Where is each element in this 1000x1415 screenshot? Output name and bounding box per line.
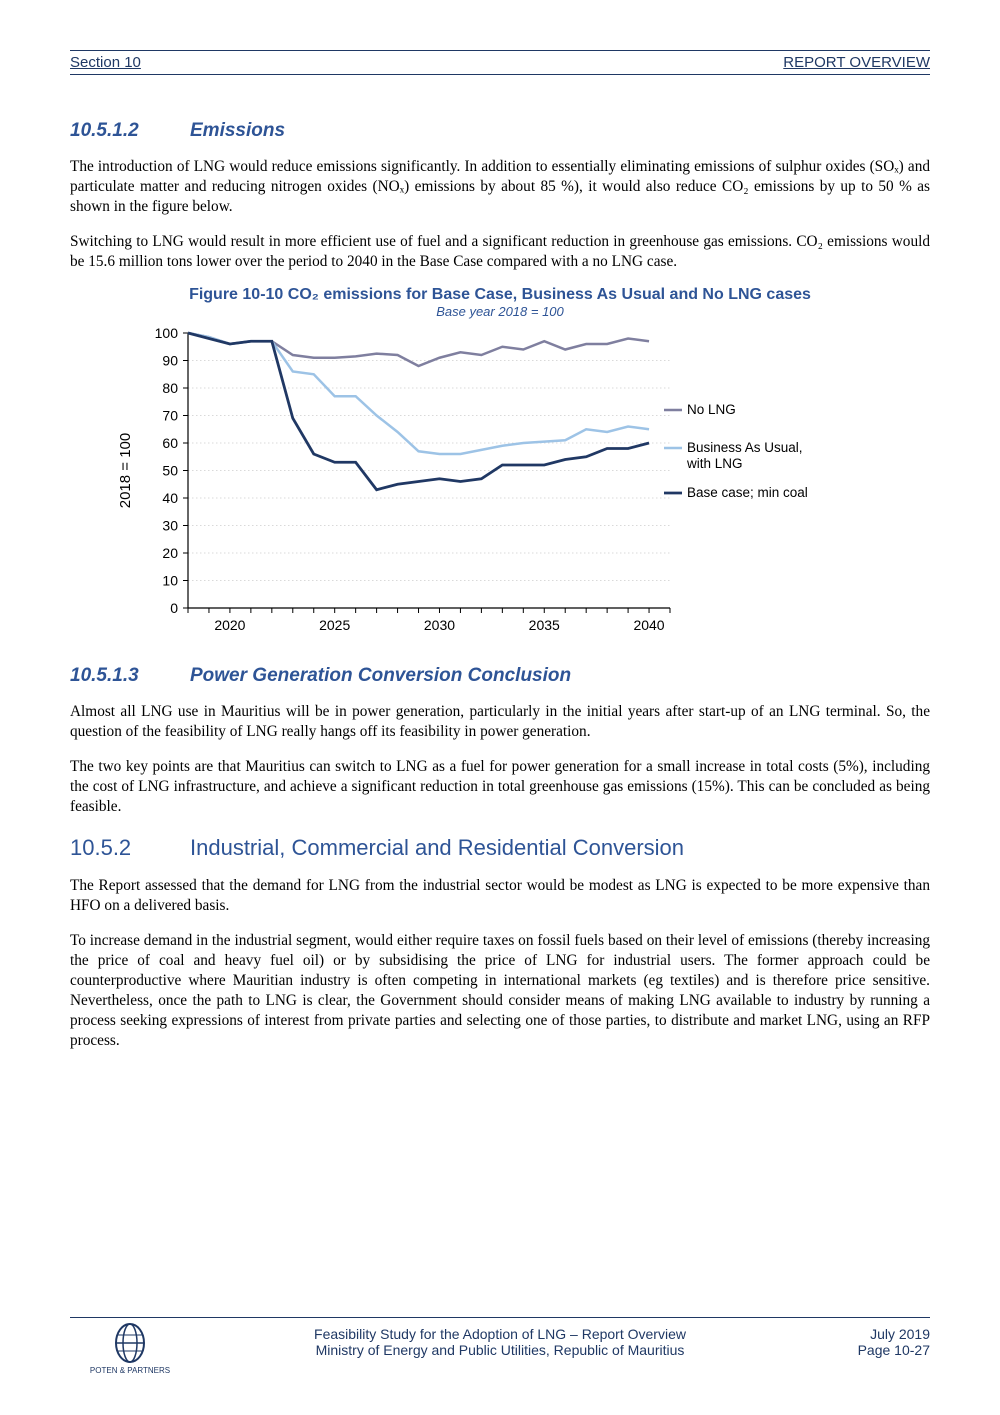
logo-text: POTEN & PARTNERS xyxy=(90,1366,170,1375)
svg-text:30: 30 xyxy=(162,517,178,533)
figure-subtitle: Base year 2018 = 100 xyxy=(70,304,930,319)
svg-text:2020: 2020 xyxy=(214,617,245,633)
svg-text:10: 10 xyxy=(162,572,178,588)
heading-title: Industrial, Commercial and Residential C… xyxy=(190,835,684,861)
heading-10513: 10.5.1.3 Power Generation Conversion Con… xyxy=(70,665,930,687)
paragraph: The Report assessed that the demand for … xyxy=(70,876,930,916)
svg-text:100: 100 xyxy=(155,325,179,341)
svg-text:2025: 2025 xyxy=(319,617,350,633)
svg-text:Base case; min coal: Base case; min coal xyxy=(687,485,808,500)
svg-text:20: 20 xyxy=(162,545,178,561)
paragraph: Switching to LNG would result in more ef… xyxy=(70,232,930,272)
paragraph: The two key points are that Mauritius ca… xyxy=(70,757,930,817)
heading-1052: 10.5.2 Industrial, Commercial and Reside… xyxy=(70,835,930,861)
footer-center: Feasibility Study for the Adoption of LN… xyxy=(190,1322,810,1362)
heading-title: Power Generation Conversion Conclusion xyxy=(190,665,571,687)
paragraph: The introduction of LNG would reduce emi… xyxy=(70,157,930,217)
footer-title: Feasibility Study for the Adoption of LN… xyxy=(314,1326,686,1342)
heading-num: 10.5.1.3 xyxy=(70,665,190,687)
footer-logo: POTEN & PARTNERS xyxy=(70,1322,190,1375)
svg-text:90: 90 xyxy=(162,352,178,368)
header: Section 10 REPORT OVERVIEW xyxy=(70,50,930,75)
footer-date: July 2019 xyxy=(870,1326,930,1342)
figure-title: Figure 10-10 CO₂ emissions for Base Case… xyxy=(70,286,930,304)
svg-text:0: 0 xyxy=(170,600,178,616)
paragraph: To increase demand in the industrial seg… xyxy=(70,931,930,1050)
paragraph: Almost all LNG use in Mauritius will be … xyxy=(70,702,930,742)
emissions-chart: 0102030405060708090100202020252030203520… xyxy=(110,323,850,643)
heading-title: Emissions xyxy=(190,120,285,142)
svg-text:Business As Usual,: Business As Usual, xyxy=(687,440,803,455)
svg-text:40: 40 xyxy=(162,490,178,506)
svg-text:2030: 2030 xyxy=(424,617,455,633)
svg-text:80: 80 xyxy=(162,380,178,396)
globe-icon xyxy=(109,1322,151,1364)
header-section: Section 10 xyxy=(70,54,141,71)
svg-text:50: 50 xyxy=(162,462,178,478)
heading-num: 10.5.2 xyxy=(70,835,190,861)
svg-text:2035: 2035 xyxy=(529,617,560,633)
footer-right: July 2019 Page 10-27 xyxy=(810,1322,930,1362)
footer-page: Page 10-27 xyxy=(858,1342,930,1358)
svg-text:with LNG: with LNG xyxy=(686,456,743,471)
svg-text:60: 60 xyxy=(162,435,178,451)
footer: POTEN & PARTNERS Feasibility Study for t… xyxy=(70,1317,930,1375)
footer-org: Ministry of Energy and Public Utilities,… xyxy=(316,1342,685,1358)
svg-text:2018 = 100: 2018 = 100 xyxy=(117,433,134,509)
heading-10512: 10.5.1.2 Emissions xyxy=(70,120,930,142)
header-title: REPORT OVERVIEW xyxy=(783,54,930,71)
heading-num: 10.5.1.2 xyxy=(70,120,190,142)
svg-text:No LNG: No LNG xyxy=(687,402,736,417)
svg-text:2040: 2040 xyxy=(633,617,664,633)
svg-text:70: 70 xyxy=(162,407,178,423)
